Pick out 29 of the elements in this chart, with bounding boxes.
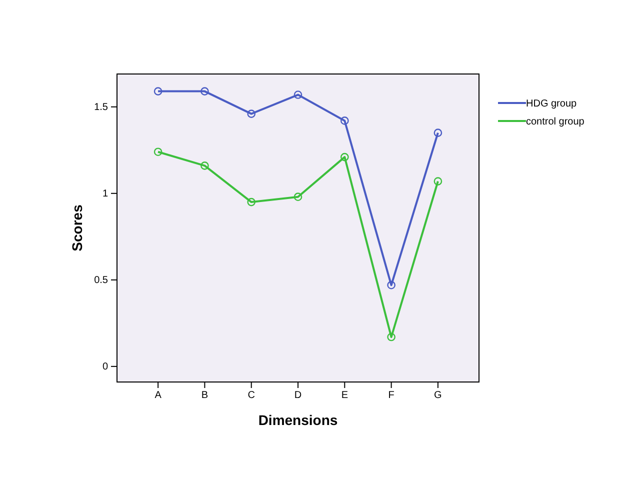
- legend-label: control group: [526, 116, 585, 128]
- point: [340, 116, 349, 125]
- x-tick-label: B: [201, 390, 208, 402]
- y-axis-title: Scores: [69, 204, 85, 252]
- point: [154, 148, 162, 156]
- x-tick-label: A: [154, 390, 162, 402]
- point: [434, 128, 442, 137]
- point: [247, 198, 256, 206]
- point: [247, 110, 256, 118]
- y-tick-label: 0.5: [94, 275, 108, 286]
- point: [294, 90, 302, 99]
- x-tick-label: F: [388, 390, 394, 402]
- y-tick-label: 0: [102, 362, 108, 373]
- x-tick-label: D: [294, 390, 302, 402]
- x-tick-label: C: [248, 390, 255, 402]
- x-tick-label: E: [341, 390, 348, 402]
- point: [294, 192, 302, 202]
- x-axis-title: Dimensions: [258, 412, 338, 428]
- y-tick-label: 1.5: [94, 102, 108, 114]
- point: [154, 87, 162, 96]
- point: [387, 332, 396, 342]
- point: [200, 162, 209, 170]
- y-tick-label: 1: [102, 188, 108, 200]
- point: [387, 280, 396, 290]
- point: [200, 87, 209, 96]
- x-tick-label: G: [434, 390, 442, 402]
- legend-label: HDG group: [526, 98, 578, 110]
- point: [340, 152, 349, 162]
- point: [434, 177, 442, 186]
